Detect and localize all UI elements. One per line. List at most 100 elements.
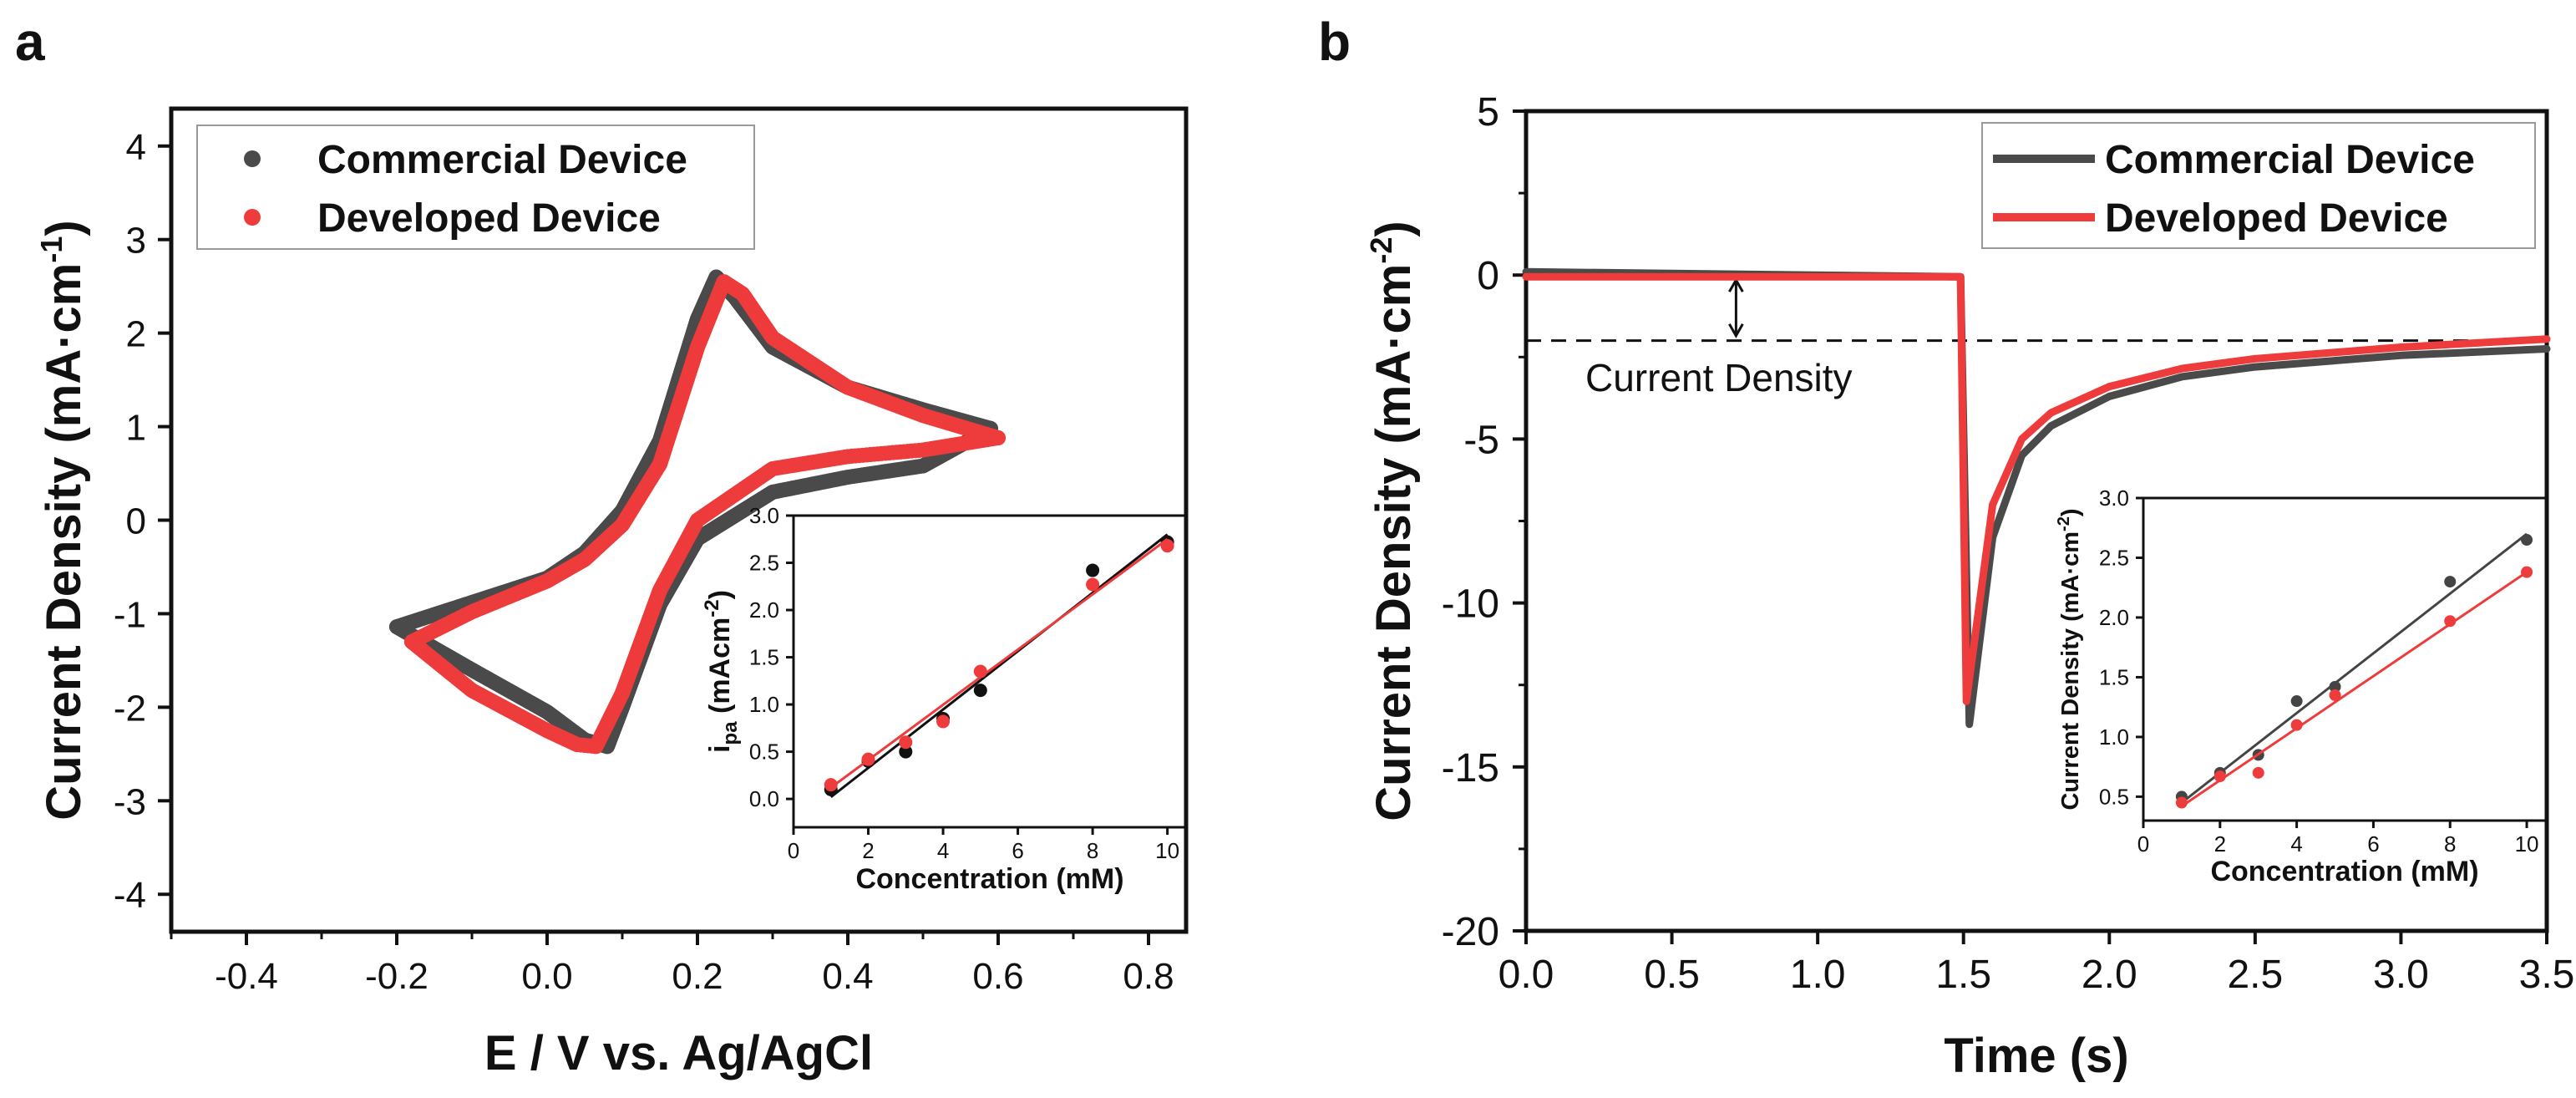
x-tick-label: 1.0 bbox=[1790, 953, 1846, 997]
inset-y-title-rest: (mAcm bbox=[704, 618, 736, 722]
inset-point bbox=[2290, 719, 2303, 731]
y-tick-label: 5 bbox=[1477, 90, 1499, 135]
x-tick-label: 0.4 bbox=[822, 956, 873, 997]
inset-point bbox=[936, 714, 951, 729]
inset-y-title: Current Density (mA·cm-2) bbox=[2055, 508, 2084, 810]
plot-frame bbox=[792, 514, 1188, 829]
y-axis-title-close: ) bbox=[37, 220, 91, 236]
y-tick-label: 2 bbox=[126, 314, 146, 355]
y-tick-label: 3.0 bbox=[749, 503, 779, 528]
x-tick-label: 2.5 bbox=[2227, 953, 2283, 997]
inset-x-title: Concentration (mM) bbox=[2210, 856, 2478, 887]
x-tick-label: 4 bbox=[937, 838, 949, 863]
x-tick-label: 0.5 bbox=[1644, 953, 1700, 997]
x-tick-label: 1.5 bbox=[1935, 953, 1991, 997]
x-tick-label: 6 bbox=[1012, 838, 1023, 863]
inset-point bbox=[2290, 695, 2303, 708]
y-tick-label: 1 bbox=[126, 408, 146, 449]
legend-label: Commercial Device bbox=[2105, 138, 2475, 182]
fit-line bbox=[829, 533, 1169, 799]
panel-b-label: b bbox=[1318, 12, 1351, 72]
inset-point bbox=[899, 735, 913, 750]
inset-series-developed bbox=[824, 538, 1174, 792]
inset-series-developed bbox=[2175, 566, 2533, 809]
inset-x-title: Concentration (mM) bbox=[855, 863, 1123, 895]
chart-a-inset: 0 2 4 6 8 10 0.0 0.5 1.0 1.5 2.0 2.5 3.0 Concentratio… bbox=[701, 503, 1188, 895]
x-tick-label: 6 bbox=[2367, 831, 2379, 857]
cv-point bbox=[389, 619, 404, 635]
inset-point bbox=[2521, 534, 2533, 546]
legend-box bbox=[196, 125, 755, 250]
inset-y-title-main: i bbox=[704, 745, 736, 752]
y-tick-label: -15 bbox=[1442, 746, 1499, 790]
x-tick-label: 4 bbox=[2290, 831, 2302, 857]
legend-marker bbox=[244, 150, 261, 167]
x-tick-label: 0 bbox=[788, 838, 799, 863]
inset-y-title-close: ) bbox=[2057, 508, 2084, 516]
x-axis-title: Time (s) bbox=[1944, 1029, 2128, 1083]
y-tick-label: 0.0 bbox=[749, 786, 779, 811]
x-tick-label: 0.0 bbox=[521, 956, 572, 997]
legend-label: Developed Device bbox=[2105, 196, 2448, 241]
legend-box bbox=[1981, 122, 2536, 249]
fit-line bbox=[2181, 571, 2528, 808]
inset-point bbox=[2329, 689, 2341, 701]
y-axis-title: Current Density (mA·cm-1) bbox=[34, 220, 91, 820]
y-tick-label: 0.5 bbox=[2099, 784, 2129, 809]
y-tick-label: 0 bbox=[126, 501, 146, 542]
chart-b-inset: 0 2 4 6 8 10 0.5 1.0 1.5 2.0 2.5 3.0 Concentration (… bbox=[2055, 485, 2548, 887]
inset-point bbox=[2444, 615, 2457, 628]
inset-y-title-sup: -2 bbox=[701, 599, 723, 617]
inset-point bbox=[2175, 796, 2188, 809]
chart-a-voltammogram: -0.4 -0.2 0.0 0.2 0.4 0.6 0.8 -4 -3 -2 -1 0 1 2 3 4 Comm… bbox=[34, 106, 1189, 1080]
chart-b-chronoamperogram: 0.0 0.5 1.0 1.5 2.0 2.5 3.0 3.550-5-10-15-20Cur… bbox=[1364, 90, 2574, 1083]
y-tick-label: 2.5 bbox=[2099, 545, 2129, 570]
x-tick-label: 2 bbox=[2214, 831, 2226, 857]
inset-point bbox=[2252, 766, 2264, 779]
inset-y-title-close: ) bbox=[704, 590, 736, 599]
x-tick-label: 0.6 bbox=[972, 956, 1023, 997]
x-tick-label: -0.2 bbox=[365, 956, 428, 997]
y-tick-label: -5 bbox=[1463, 418, 1499, 462]
inset-point bbox=[973, 664, 987, 679]
cv-point bbox=[404, 634, 419, 650]
series-developed bbox=[404, 274, 1006, 755]
x-tick-label: 0.2 bbox=[672, 956, 723, 997]
y-tick-label: 2.5 bbox=[749, 551, 779, 576]
y-tick-label: 1.0 bbox=[2099, 724, 2129, 750]
y-tick-label: 1.5 bbox=[749, 645, 779, 670]
y-axis-title-close: ) bbox=[1367, 221, 1421, 236]
x-tick-label: 10 bbox=[1155, 838, 1179, 863]
legend-label: Commercial Device bbox=[317, 138, 687, 182]
inset-point bbox=[861, 752, 875, 766]
annotation-label: Current Density bbox=[1585, 356, 1853, 399]
y-tick-label: 0.5 bbox=[749, 740, 779, 765]
x-tick-label: 3.5 bbox=[2519, 953, 2575, 997]
fit-line bbox=[2180, 532, 2528, 804]
inset-point bbox=[2213, 770, 2226, 783]
y-tick-label: -2 bbox=[114, 688, 146, 729]
x-tick-label: 0.0 bbox=[1498, 953, 1554, 997]
inset-series-commercial bbox=[2175, 532, 2533, 804]
panel-a-label: a bbox=[15, 12, 45, 72]
inset-point bbox=[2521, 566, 2533, 578]
x-tick-label: 2.0 bbox=[2082, 953, 2137, 997]
inset-point bbox=[1160, 539, 1174, 553]
fit-line bbox=[829, 538, 1169, 789]
y-axis-title-sup: -1 bbox=[34, 236, 68, 263]
x-tick-label: 2 bbox=[862, 838, 874, 863]
y-tick-label: 0 bbox=[1477, 254, 1499, 298]
x-tick-label: 8 bbox=[2444, 831, 2456, 857]
y-tick-label: 3.0 bbox=[2099, 485, 2129, 511]
y-tick-label: -4 bbox=[114, 875, 146, 916]
y-axis-title: Current Density (mA·cm-2) bbox=[1364, 221, 1421, 821]
y-axis-title-main: Current Density (mA·cm bbox=[37, 263, 91, 821]
inset-point bbox=[1086, 563, 1100, 577]
y-axis-title-sup: -2 bbox=[1364, 237, 1398, 264]
arrow-head-down bbox=[1728, 323, 1744, 338]
inset-y-title-sup: -2 bbox=[2055, 516, 2073, 531]
y-tick-label: 4 bbox=[126, 127, 146, 168]
inset-point bbox=[973, 684, 987, 698]
x-tick-label: 0.8 bbox=[1123, 956, 1174, 997]
inset-point bbox=[899, 745, 913, 759]
